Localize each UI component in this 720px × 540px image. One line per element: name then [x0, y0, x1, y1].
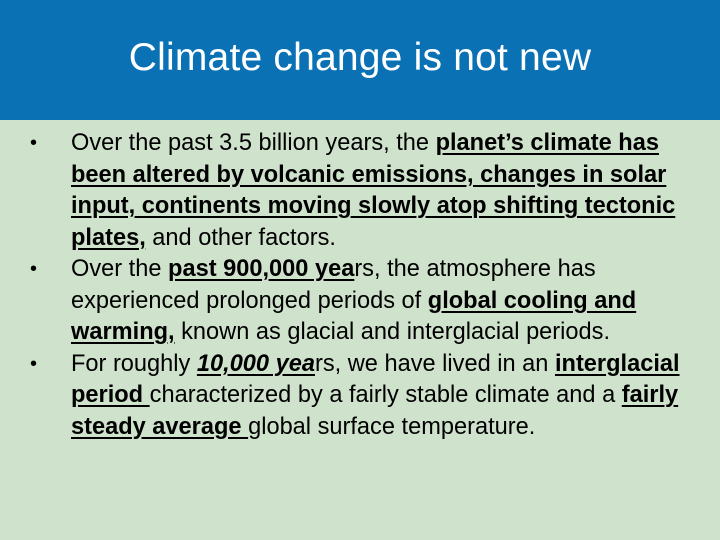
emphasized-text: fairly steady average — [71, 382, 679, 440]
emphasized-text: interglacial period — [71, 350, 680, 409]
title-bar: Climate change is not new — [0, 0, 720, 120]
bullet-item: • Over the past 3.5 billion years, the pl… — [0, 128, 720, 254]
bullet-list: • Over the past 3.5 billion years, the pl… — [0, 128, 720, 443]
bullet-text: rs, we have lived in an — [314, 350, 555, 377]
emphasized-text: 10,000 yea — [196, 350, 315, 377]
bullet-text: Over the past 3.5 billion years, the — [71, 130, 436, 156]
bullet-text: Over the — [71, 256, 169, 282]
emphasized-text: planet’s climate has been altered by vol… — [71, 130, 676, 251]
bullet-text: characterized by a fairly stable climate… — [149, 382, 622, 408]
bullet-dot-icon: • — [30, 258, 38, 280]
bullet-text: known as glacial and interglacial period… — [174, 319, 611, 345]
slide-title: Climate change is not new — [128, 36, 592, 79]
bullet-item: • For roughly 10,000 years, we have lived… — [0, 349, 720, 444]
bullet-text: global surface temperature. — [248, 413, 536, 440]
slide-content: • Over the past 3.5 billion years, the pl… — [0, 128, 720, 443]
emphasized-text: global cooling and warming, — [71, 287, 637, 346]
bullet-text: rs, the atmosphere has experienced prolo… — [71, 256, 596, 314]
emphasized-text: past 900,000 yea — [168, 256, 355, 282]
bullet-text: For roughly — [71, 350, 197, 377]
bullet-item: • Over the past 900,000 years, the atmosp… — [0, 254, 720, 349]
bullet-dot-icon: • — [30, 132, 38, 154]
bullet-text: and other factors. — [145, 224, 336, 251]
bullet-dot-icon: • — [30, 352, 38, 375]
